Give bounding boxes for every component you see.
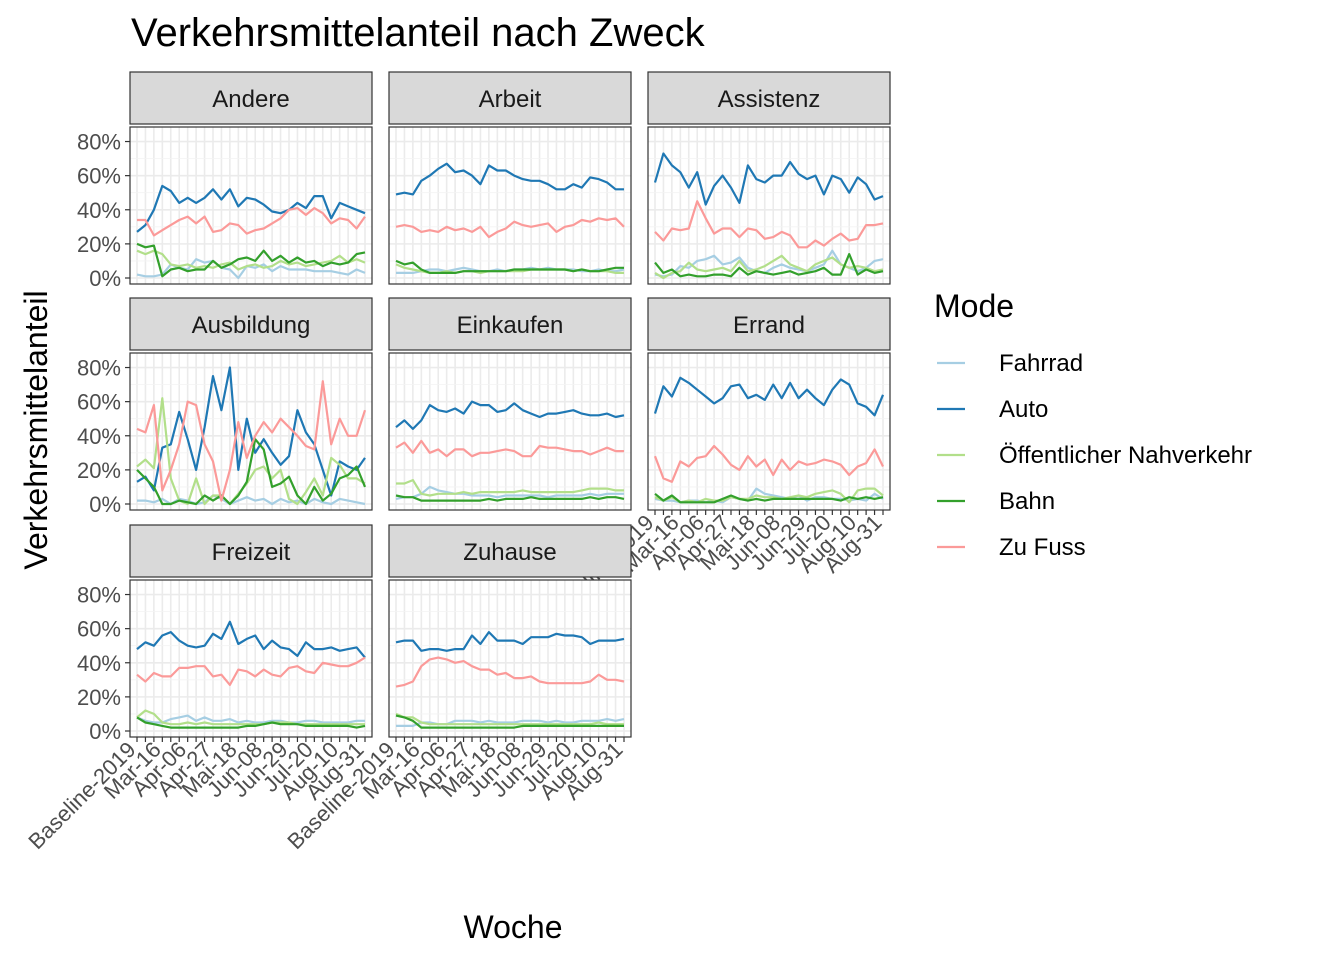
facet-strip <box>129 297 373 351</box>
facet-panels: Andere 0% 20% 40% 60% 80% Arbeit Assistenz Ausbi… <box>23 71 891 854</box>
facet-arbeit: Arbeit <box>388 71 632 285</box>
facet-einkaufen: Einkaufen <box>388 297 632 511</box>
facet-strip-label: Einkaufen <box>457 312 564 339</box>
facet-strip <box>388 297 632 351</box>
series-line-auto <box>136 366 366 497</box>
series-line-bahn <box>654 253 884 278</box>
panel-border <box>388 579 632 738</box>
series-line-bahn <box>136 242 366 278</box>
chart-title: Verkehrsmittelanteil nach Zweck <box>131 11 706 55</box>
panel-border <box>129 352 373 511</box>
panel-border <box>129 126 373 285</box>
y-tick-label: 80% <box>77 583 121 608</box>
panel-border <box>129 579 373 738</box>
series-line-auto <box>136 620 366 659</box>
panel-border <box>647 126 891 285</box>
series-line-zu-fuss <box>653 444 884 483</box>
y-tick-label: 80% <box>77 356 121 381</box>
y-tick-label: 20% <box>77 232 121 257</box>
legend-entry-label: Öffentlicher Nahverkehr <box>999 442 1252 469</box>
y-tick-label: 80% <box>77 130 121 155</box>
facet-strip-label: Arbeit <box>479 86 542 113</box>
legend: Mode Fahrrad Auto Öffentlicher Nahverkehr B… <box>934 288 1252 561</box>
series-line-auto <box>653 376 885 417</box>
panel-background <box>389 580 631 737</box>
x-axis-title: Woche <box>463 909 562 945</box>
facet-strip <box>129 71 373 125</box>
panel-background <box>389 353 631 510</box>
series-line-öffentlicher-nahverkehr <box>136 249 366 271</box>
facet-ausbildung: Ausbildung 0% 20% 40% 60% 80% <box>77 297 373 517</box>
panel-background <box>648 127 890 284</box>
panel-border <box>388 126 632 285</box>
y-tick-label: 60% <box>77 164 121 189</box>
legend-entry-label: Fahrrad <box>999 350 1083 377</box>
y-tick-label: 0% <box>89 492 121 517</box>
legend-entry-label: Bahn <box>999 488 1055 515</box>
series-line-öffentlicher-nahverkehr <box>136 397 366 506</box>
y-tick-label: 40% <box>77 651 121 676</box>
series-line-zu-fuss <box>395 217 625 239</box>
series-line-zu-fuss <box>137 207 366 237</box>
y-axis-title: Verkehrsmittelanteil <box>18 290 54 569</box>
panel-background <box>130 580 372 737</box>
series-line-fahrrad <box>136 714 365 724</box>
y-tick-label: 40% <box>77 424 121 449</box>
series-line-auto <box>136 184 366 233</box>
series-line-zu-fuss <box>395 656 625 688</box>
y-tick-label: 20% <box>77 458 121 483</box>
facet-strip <box>647 297 891 351</box>
legend-title: Mode <box>934 288 1014 324</box>
y-tick-label: 20% <box>77 685 121 710</box>
y-tick-label: 0% <box>89 266 121 291</box>
series-line-bahn <box>136 716 366 729</box>
series-line-öffentlicher-nahverkehr <box>396 479 624 497</box>
facet-strip-label: Freizeit <box>212 539 291 566</box>
legend-entry-label: Zu Fuss <box>999 534 1086 561</box>
facet-strip-label: Errand <box>733 312 805 339</box>
series-line-öffentlicher-nahverkehr <box>136 709 365 726</box>
series-line-bahn <box>136 438 367 506</box>
series-line-zu-fuss <box>395 439 624 458</box>
series-line-auto <box>395 400 625 430</box>
series-line-bahn <box>395 494 625 502</box>
series-line-bahn <box>395 714 624 729</box>
facet-strip-label: Andere <box>212 86 289 113</box>
facet-assistenz: Assistenz <box>647 71 891 285</box>
series-line-auto <box>395 162 624 196</box>
facet-strip-label: Zuhause <box>463 539 556 566</box>
panel-background <box>648 353 890 510</box>
series-line-bahn <box>395 259 624 274</box>
series-line-zu-fuss <box>136 656 366 687</box>
series-line-auto <box>653 152 884 206</box>
facet-strip <box>388 524 632 578</box>
series-line-fahrrad <box>395 485 624 500</box>
facet-strip <box>388 71 632 125</box>
panel-background <box>389 127 631 284</box>
facet-freizeit: Freizeit0%20%40%60%80%Baseline-2019Mar-1… <box>23 524 373 854</box>
y-tick-label: 40% <box>77 198 121 223</box>
series-line-zu-fuss <box>136 380 367 502</box>
y-tick-label: 60% <box>77 390 121 415</box>
series-line-auto <box>395 630 625 652</box>
panel-border <box>388 352 632 511</box>
series-line-öffentlicher-nahverkehr <box>395 712 624 726</box>
series-line-bahn <box>654 492 884 504</box>
facet-strip <box>129 524 373 578</box>
panel-border <box>647 352 891 511</box>
series-line-zu-fuss <box>654 200 884 249</box>
facet-andere: Andere 0% 20% 40% 60% 80% <box>77 71 373 291</box>
legend-entry-label: Auto <box>999 396 1048 423</box>
y-tick-label: 0% <box>89 719 121 744</box>
facet-strip-label: Ausbildung <box>192 312 311 339</box>
facet-strip <box>647 71 891 125</box>
y-tick-label: 60% <box>77 617 121 642</box>
facet-strip-label: Assistenz <box>718 86 821 113</box>
